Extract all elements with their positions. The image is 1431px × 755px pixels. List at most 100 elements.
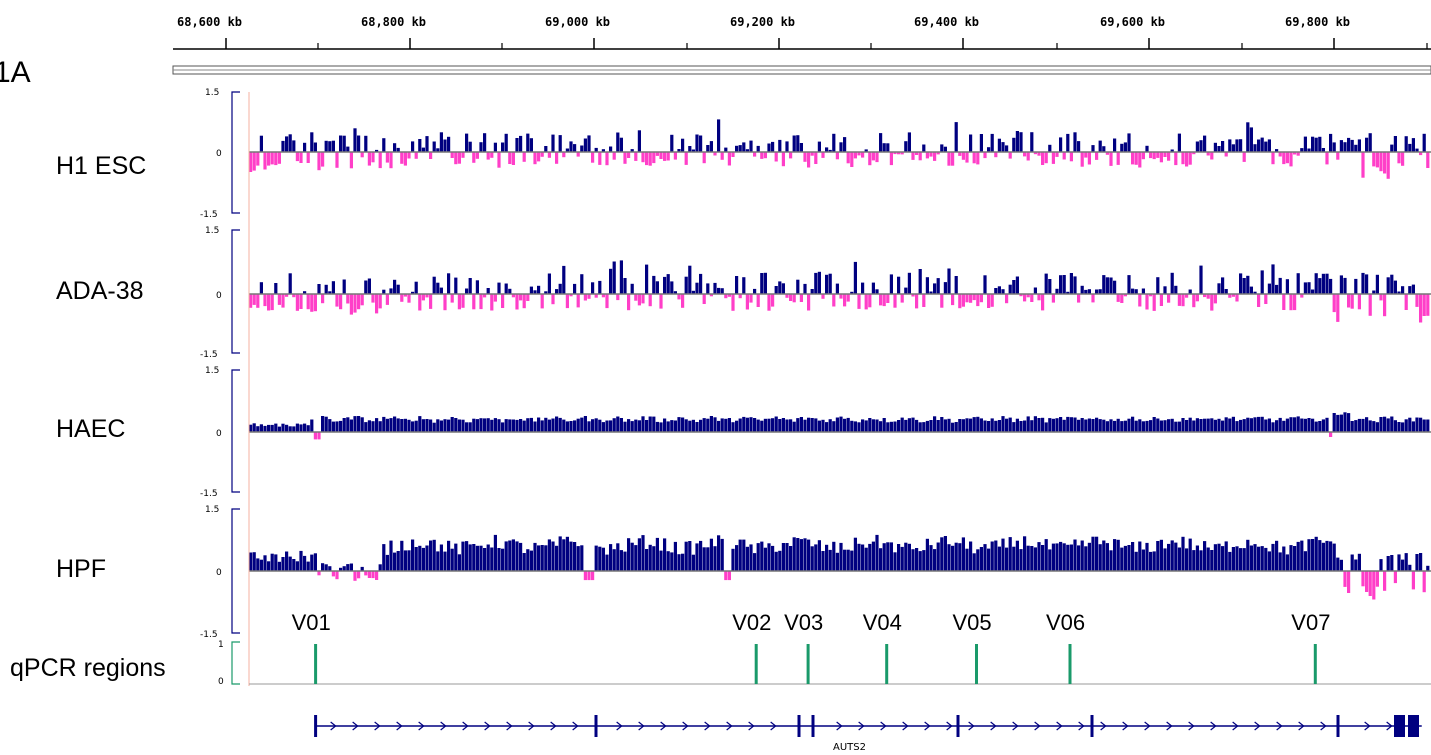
signal-bar [263, 555, 267, 571]
signal-bar [1235, 294, 1239, 302]
signal-bar [407, 419, 411, 432]
signal-bar [396, 418, 400, 432]
signal-bar [655, 152, 659, 156]
signal-bar [673, 152, 677, 160]
signal-bar [1188, 417, 1192, 432]
signal-bar [681, 294, 685, 308]
signal-bar [1231, 547, 1235, 571]
signal-bar [717, 119, 721, 152]
signal-bar [1267, 551, 1271, 571]
signal-bar [641, 416, 645, 432]
signal-bar [565, 421, 569, 432]
signal-bar [515, 138, 519, 152]
signal-bar [1397, 422, 1401, 432]
signal-bar [1228, 551, 1232, 571]
signal-bar [720, 538, 724, 571]
signal-bar [1134, 551, 1138, 571]
signal-bar [1339, 559, 1343, 571]
signal-bar [591, 282, 595, 294]
signal-bar [562, 419, 566, 432]
signal-bar [547, 539, 551, 571]
signal-bar [382, 416, 386, 432]
signal-bar [821, 294, 825, 299]
qpcr-region-mark [975, 644, 978, 684]
signal-bar [1235, 421, 1239, 432]
signal-bar [393, 279, 397, 294]
signal-bar [555, 416, 559, 432]
signal-bar [1195, 545, 1199, 571]
signal-bar [321, 416, 325, 432]
signal-bar [1008, 417, 1012, 432]
signal-bar [1339, 414, 1343, 432]
signal-bar [454, 418, 458, 432]
signal-bar [1019, 421, 1023, 432]
signal-bar [1134, 152, 1138, 165]
signal-bar [875, 289, 879, 294]
signal-bar [1055, 543, 1059, 571]
signal-bar [436, 551, 440, 571]
signal-bar [277, 294, 281, 305]
signal-bar [1026, 545, 1030, 571]
signal-bar [378, 294, 382, 309]
signal-bar [303, 555, 307, 571]
gene-strand-arrow [770, 721, 777, 731]
signal-bar [1062, 275, 1066, 294]
signal-bar [889, 152, 893, 166]
signal-bar [263, 152, 267, 170]
signal-bar [371, 421, 375, 432]
signal-bar [1077, 545, 1081, 571]
signal-bar [378, 152, 382, 169]
signal-bar [425, 136, 429, 152]
signal-bar [411, 141, 415, 152]
signal-bar [774, 286, 778, 294]
gene-strand-arrow [1232, 721, 1239, 731]
signal-bar [814, 418, 818, 432]
signal-bar [1055, 418, 1059, 432]
signal-bar [591, 419, 595, 432]
signal-bar [799, 143, 803, 152]
signal-bar [1386, 277, 1390, 294]
signal-bar [1350, 421, 1354, 432]
signal-bar [1419, 417, 1423, 432]
signal-bar [1206, 547, 1210, 571]
signal-bar [717, 535, 721, 571]
signal-bar [461, 541, 465, 571]
signal-bar [461, 294, 465, 308]
signal-bar [781, 418, 785, 432]
signal-bar [1008, 537, 1012, 571]
signal-bar [1098, 289, 1102, 294]
signal-bar [1102, 540, 1106, 571]
signal-bar [1235, 546, 1239, 571]
signal-bar [763, 152, 767, 159]
signal-bar [915, 152, 919, 155]
signal-bar [1087, 152, 1091, 165]
signal-bar [1375, 571, 1379, 587]
signal-bar [299, 294, 303, 309]
signal-bar [677, 149, 681, 152]
signal-bar [1368, 571, 1372, 596]
signal-bar [904, 141, 908, 152]
signal-bar [1192, 294, 1196, 308]
signal-bar [987, 548, 991, 571]
signal-bar [1296, 416, 1300, 432]
signal-bar [515, 294, 519, 310]
signal-bar [706, 418, 710, 432]
signal-bar [807, 417, 811, 432]
signal-bar [1257, 139, 1261, 152]
signal-bar [1033, 287, 1037, 294]
signal-bar [1242, 419, 1246, 432]
signal-bar [1379, 152, 1383, 172]
signal-bar [839, 142, 843, 152]
signal-bar [688, 541, 692, 571]
signal-bar [792, 421, 796, 432]
signal-bar [259, 424, 263, 432]
signal-bar [760, 273, 764, 294]
gene-strand-arrow [462, 721, 469, 731]
signal-bar [303, 423, 307, 432]
signal-bar [983, 152, 987, 159]
signal-bar [997, 546, 1001, 571]
signal-bar [875, 152, 879, 163]
signal-bar [677, 417, 681, 432]
signal-bar [1174, 542, 1178, 571]
signal-bar [781, 283, 785, 294]
